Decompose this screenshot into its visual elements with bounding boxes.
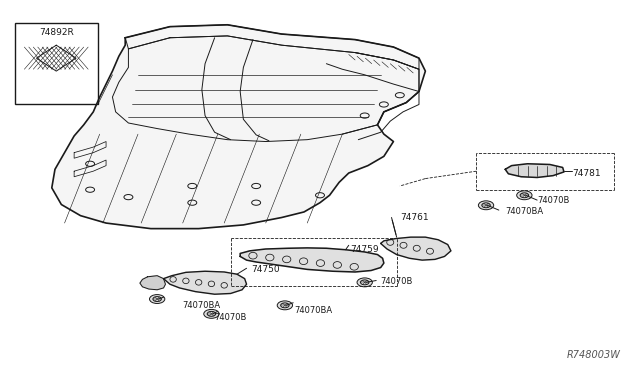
Text: 74750: 74750 [252,265,280,274]
Text: 74070B: 74070B [537,196,570,205]
Polygon shape [140,276,166,290]
Polygon shape [52,25,426,229]
Circle shape [277,301,292,310]
Text: 74070BA: 74070BA [505,208,543,217]
Circle shape [204,310,219,318]
Text: R748003W: R748003W [566,350,620,360]
Circle shape [357,278,372,287]
Circle shape [150,295,165,304]
Bar [15,23,98,105]
Text: 74892R: 74892R [39,28,74,37]
Text: 74781: 74781 [572,169,601,177]
Polygon shape [36,45,76,71]
Text: 74070BA: 74070BA [294,306,333,315]
Text: 74759: 74759 [351,245,380,254]
Text: 74070B: 74070B [381,277,413,286]
Circle shape [516,191,532,200]
Text: 74761: 74761 [401,213,429,222]
Circle shape [478,201,493,210]
Polygon shape [505,164,564,177]
Text: 74070B: 74070B [214,313,247,322]
Polygon shape [381,237,451,260]
Text: 74070BA: 74070BA [182,301,221,310]
Polygon shape [240,248,384,272]
Polygon shape [164,271,246,294]
